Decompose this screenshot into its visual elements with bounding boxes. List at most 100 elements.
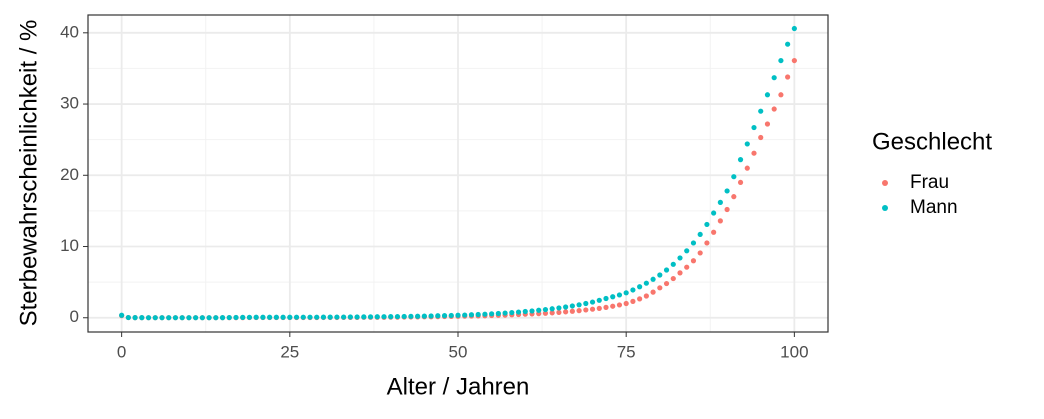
point	[300, 314, 306, 320]
point	[448, 312, 454, 319]
point	[785, 74, 791, 80]
x-axis-title: Alter / Jahren	[387, 373, 530, 400]
point	[253, 314, 259, 320]
point	[307, 314, 313, 320]
point	[737, 157, 744, 163]
point	[583, 307, 589, 313]
point	[637, 296, 643, 302]
point	[717, 199, 723, 205]
point	[145, 315, 152, 321]
point	[388, 314, 394, 320]
point	[650, 276, 656, 282]
x-tick-label: 0	[117, 342, 126, 361]
point	[475, 311, 481, 318]
point	[610, 294, 616, 300]
point	[374, 314, 380, 320]
y-tick-label: 20	[60, 165, 79, 184]
point	[152, 315, 158, 321]
point	[549, 310, 555, 316]
y-tick-label: 10	[60, 236, 79, 255]
y-tick-label: 30	[60, 94, 79, 113]
point	[381, 314, 387, 320]
point	[267, 314, 273, 320]
point	[219, 315, 226, 321]
point	[704, 221, 710, 228]
point	[341, 314, 347, 320]
point	[260, 314, 266, 320]
legend-label: Mann	[910, 197, 958, 218]
point	[583, 300, 589, 307]
point	[610, 303, 616, 309]
point	[293, 314, 300, 320]
point	[159, 315, 165, 321]
point	[347, 314, 353, 320]
point	[542, 306, 549, 313]
point	[785, 41, 791, 47]
point	[657, 272, 663, 278]
point	[637, 284, 643, 290]
point	[643, 280, 649, 286]
point	[246, 314, 253, 320]
point	[670, 261, 676, 267]
point	[616, 292, 623, 298]
point	[650, 289, 656, 295]
point	[186, 315, 192, 321]
point	[630, 298, 636, 304]
point	[226, 314, 232, 321]
point	[677, 255, 683, 261]
point	[684, 264, 690, 270]
point	[744, 165, 750, 171]
y-tick-label: 40	[60, 22, 79, 41]
point	[125, 314, 131, 321]
point	[731, 174, 737, 180]
point	[334, 314, 340, 320]
x-tick-label: 50	[449, 342, 468, 361]
point	[616, 302, 623, 308]
point	[791, 25, 797, 32]
point	[556, 305, 562, 311]
point	[509, 309, 515, 316]
legend-swatch	[882, 205, 888, 211]
point	[771, 106, 777, 112]
point	[751, 150, 757, 156]
point	[704, 240, 710, 246]
point	[589, 299, 596, 305]
point	[132, 315, 138, 321]
point	[549, 306, 555, 312]
point	[670, 275, 676, 282]
point	[724, 188, 730, 194]
point	[179, 315, 185, 321]
point	[495, 310, 501, 317]
point	[462, 312, 468, 318]
point	[522, 308, 528, 315]
point	[354, 314, 360, 320]
x-tick-label: 100	[780, 342, 808, 361]
point	[401, 313, 407, 320]
y-tick-label: 0	[70, 307, 79, 326]
point	[441, 313, 448, 319]
point	[569, 308, 575, 314]
point	[314, 314, 320, 320]
point	[119, 312, 125, 318]
point	[569, 303, 575, 309]
point	[576, 302, 582, 308]
point	[630, 287, 636, 293]
point	[697, 250, 703, 256]
point	[751, 124, 757, 131]
point	[408, 313, 414, 319]
point	[287, 314, 293, 320]
point	[468, 312, 475, 318]
point	[455, 312, 461, 318]
x-tick-label: 75	[617, 342, 636, 361]
point	[172, 315, 179, 321]
point	[139, 315, 145, 321]
point	[677, 270, 683, 276]
point	[758, 108, 764, 114]
point	[273, 314, 279, 320]
point	[327, 314, 333, 320]
point	[482, 311, 488, 317]
point	[206, 315, 212, 321]
point	[240, 314, 246, 320]
point	[542, 310, 549, 316]
